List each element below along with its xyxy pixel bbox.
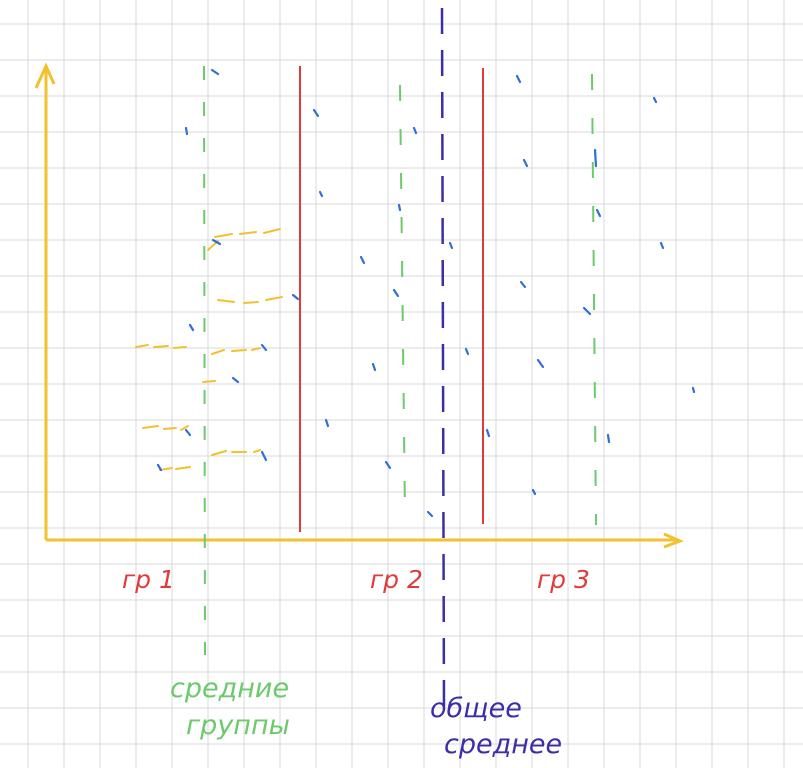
deviation-dash [217,299,235,303]
overall-mean-line [440,7,446,713]
group-label-3: гр 3 [537,565,590,594]
group-label-2: гр 2 [370,565,423,594]
observation-point [519,280,527,289]
observation-point [412,126,418,135]
group-mean-annotation-line-2: группы [186,710,290,741]
observation-point [397,203,402,212]
axes [34,62,684,549]
deviation-dash [211,349,225,355]
group-label-1: гр 1 [122,565,175,594]
deviation-dash [202,380,216,383]
observation-point [531,488,537,496]
deviation-dash [135,344,149,348]
observation-point [359,255,366,265]
observation-point [426,510,434,518]
observation-point [515,74,522,84]
deviation-dash [163,427,177,430]
deviation-dash [263,228,281,234]
deviation-dash [265,296,283,301]
observation-point [652,96,658,104]
deviation-dash [142,425,159,429]
overall-mean-annotation-line-2: среднее [444,729,562,760]
deviation-dash [214,233,233,238]
observation-point [392,288,400,298]
observation-point [291,293,300,301]
observation-point [210,68,220,76]
observation-point [211,238,222,246]
x-axis-arrowhead [663,532,684,549]
observation-point [384,460,392,470]
observation-point [324,418,330,428]
deviation-dash [153,345,169,348]
observation-point [318,190,324,198]
deviation-dash [243,301,259,304]
observation-point [691,386,696,394]
deviation-dash [175,466,191,470]
observation-point [188,323,195,332]
observation-points [156,68,696,518]
deviation-dash [173,346,187,349]
deviation-dash [180,425,189,431]
deviation-dash [251,347,261,351]
deviation-dash [231,349,247,352]
y-axis-arrowhead [34,62,56,89]
observation-point [522,158,529,168]
observation-point [464,347,470,356]
observation-point [536,358,545,369]
observation-point [231,376,240,384]
observation-point [448,241,454,250]
observation-point [595,208,602,218]
observation-point [371,362,377,372]
observation-point [485,428,491,438]
overall-mean-annotation-line-1: общее [430,693,522,724]
deviation-dash [253,449,261,453]
observation-point [184,126,189,136]
observation-point [312,108,320,118]
group-mean-line-1 [203,65,206,656]
observation-point [184,428,192,437]
observation-point [156,463,163,472]
deviation-dash [211,450,227,456]
group-mean-annotation-line-1: средние [170,673,289,704]
group-mean-line-3 [591,73,597,526]
deviation-marks [135,228,283,471]
observation-point [606,433,611,444]
group-mean-line-2 [399,84,406,516]
deviation-dash [239,231,257,235]
observation-point [582,306,592,316]
observation-point [260,343,268,352]
observation-point [260,450,268,462]
observation-point [593,148,598,168]
observation-point [659,241,665,250]
